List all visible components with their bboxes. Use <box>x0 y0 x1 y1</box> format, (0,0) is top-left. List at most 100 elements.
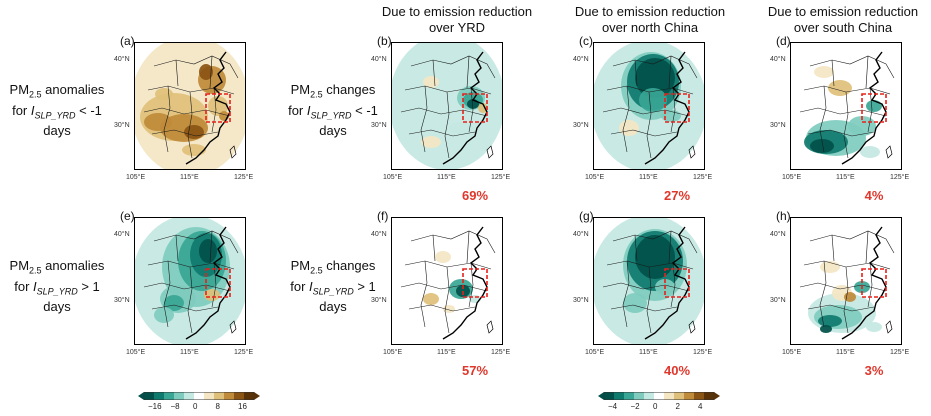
yrd-region-box <box>861 268 887 298</box>
map-graphic <box>134 42 246 170</box>
map-panel-b: (b) 40°N 30°N 105°E 115°E 125°E 69% <box>371 34 510 203</box>
reduction-percentage: 57% <box>461 363 489 378</box>
reduction-percentage: 27% <box>663 188 691 203</box>
reduction-percentage: 4% <box>864 188 884 203</box>
yrd-region-box <box>861 93 887 123</box>
taiwan-outline <box>486 320 494 334</box>
map-panel-e: (e) 40°N 30°N 105°E 115°E 125°E <box>114 209 253 356</box>
y-tick-30n: 30°N <box>371 122 387 129</box>
x-tick: 105°E <box>126 174 146 181</box>
x-tick: 105°E <box>383 349 403 356</box>
colorbar-gradient <box>598 392 720 400</box>
coastline <box>644 226 690 340</box>
colorbar-tick: −8 <box>170 402 180 411</box>
row-label-a: PM2.5 anomalies for ISLP_YRD < -1 days <box>9 82 105 139</box>
x-tick: 105°E <box>126 349 146 356</box>
row-label-b: PM2.5 changes for ISLP_YRD < -1 days <box>288 82 378 139</box>
taiwan-outline <box>688 145 696 159</box>
panel-label: (g) <box>579 209 594 223</box>
x-tick: 105°E <box>383 174 403 181</box>
y-tick-40n: 40°N <box>573 56 589 63</box>
panel-label: (e) <box>120 209 135 223</box>
x-tick: 125°E <box>890 349 910 356</box>
map-panel-c: (c) 40°N 30°N 105°E 115°E 125°E 27% <box>573 34 712 203</box>
column-title-south-china: Due to emission reduction over south Chi… <box>767 4 919 35</box>
panel-label: (c) <box>579 34 593 48</box>
y-tick-40n: 40°N <box>371 56 387 63</box>
x-tick: 125°E <box>890 174 910 181</box>
y-tick-30n: 30°N <box>114 122 130 129</box>
x-tick: 115°E <box>836 174 855 181</box>
map-graphic <box>134 217 246 345</box>
map-graphic <box>391 42 503 170</box>
reduction-percentage: 40% <box>663 363 691 378</box>
map-panel-g: (g) 40°N 30°N 105°E 115°E 125°E 40% <box>573 209 712 378</box>
colorbar-tick: 0 <box>653 402 658 411</box>
taiwan-outline <box>885 320 893 334</box>
taiwan-outline <box>885 145 893 159</box>
map-graphic <box>391 217 503 345</box>
coastline <box>644 51 690 165</box>
y-tick-40n: 40°N <box>770 56 786 63</box>
y-tick-30n: 30°N <box>573 297 589 304</box>
y-tick-30n: 30°N <box>371 297 387 304</box>
map-graphic <box>593 42 705 170</box>
panel-label: (a) <box>120 34 135 48</box>
column-title-north-china: Due to emission reduction over north Chi… <box>574 4 726 35</box>
x-tick: 115°E <box>437 174 456 181</box>
colorbar-tick: 0 <box>193 402 198 411</box>
colorbar-tick: 8 <box>215 402 220 411</box>
x-tick: 125°E <box>491 349 511 356</box>
coastline <box>185 51 231 165</box>
y-tick-30n: 30°N <box>770 297 786 304</box>
yrd-region-box <box>205 93 231 123</box>
coastline <box>442 51 488 165</box>
x-tick: 105°E <box>782 174 802 181</box>
y-tick-30n: 30°N <box>573 122 589 129</box>
coastline <box>442 226 488 340</box>
column-title-yrd: Due to emission reduction over YRD <box>381 4 533 35</box>
map-panel-a: (a) 40°N 30°N 105°E 115°E 125°E <box>114 34 253 181</box>
coastline <box>841 51 887 165</box>
colorbar-tick: −4 <box>608 402 618 411</box>
colorbar-tick: −16 <box>148 402 162 411</box>
taiwan-outline <box>229 145 237 159</box>
colorbar-tick: 4 <box>698 402 703 411</box>
taiwan-outline <box>229 320 237 334</box>
y-tick-30n: 30°N <box>114 297 130 304</box>
panel-label: (b) <box>377 34 392 48</box>
yrd-region-box <box>462 93 488 123</box>
x-tick: 115°E <box>836 349 855 356</box>
x-tick: 105°E <box>782 349 802 356</box>
x-tick: 105°E <box>585 349 605 356</box>
taiwan-outline <box>688 320 696 334</box>
yrd-region-box <box>205 268 231 298</box>
x-tick: 125°E <box>234 349 254 356</box>
coastline <box>185 226 231 340</box>
x-tick: 115°E <box>639 174 658 181</box>
colorbar-anomalies: −16 −8 0 8 16 <box>138 392 260 411</box>
y-tick-40n: 40°N <box>371 231 387 238</box>
y-tick-40n: 40°N <box>114 56 130 63</box>
yrd-region-box <box>664 93 690 123</box>
row-label-e: PM2.5 anomalies for ISLP_YRD > 1 days <box>9 258 105 315</box>
taiwan-outline <box>486 145 494 159</box>
map-panel-f: (f) 40°N 30°N 105°E 115°E 125°E 57% <box>371 209 510 378</box>
x-tick: 125°E <box>234 174 254 181</box>
yrd-region-box <box>462 268 488 298</box>
colorbar-tick: −2 <box>630 402 640 411</box>
map-graphic <box>790 42 902 170</box>
colorbar-tick: 2 <box>675 402 680 411</box>
reduction-percentage: 3% <box>864 363 884 378</box>
panel-label: (d) <box>776 34 791 48</box>
x-tick: 105°E <box>585 174 605 181</box>
x-tick: 125°E <box>693 349 713 356</box>
y-tick-40n: 40°N <box>573 231 589 238</box>
y-tick-40n: 40°N <box>114 231 130 238</box>
colorbar-tick: 16 <box>238 402 247 411</box>
row-label-f: PM2.5 changes for ISLP_YRD > 1 days <box>290 258 376 315</box>
x-tick: 125°E <box>491 174 511 181</box>
map-graphic <box>790 217 902 345</box>
colorbar-changes: −4 −2 0 2 4 <box>598 392 720 411</box>
x-tick: 125°E <box>693 174 713 181</box>
